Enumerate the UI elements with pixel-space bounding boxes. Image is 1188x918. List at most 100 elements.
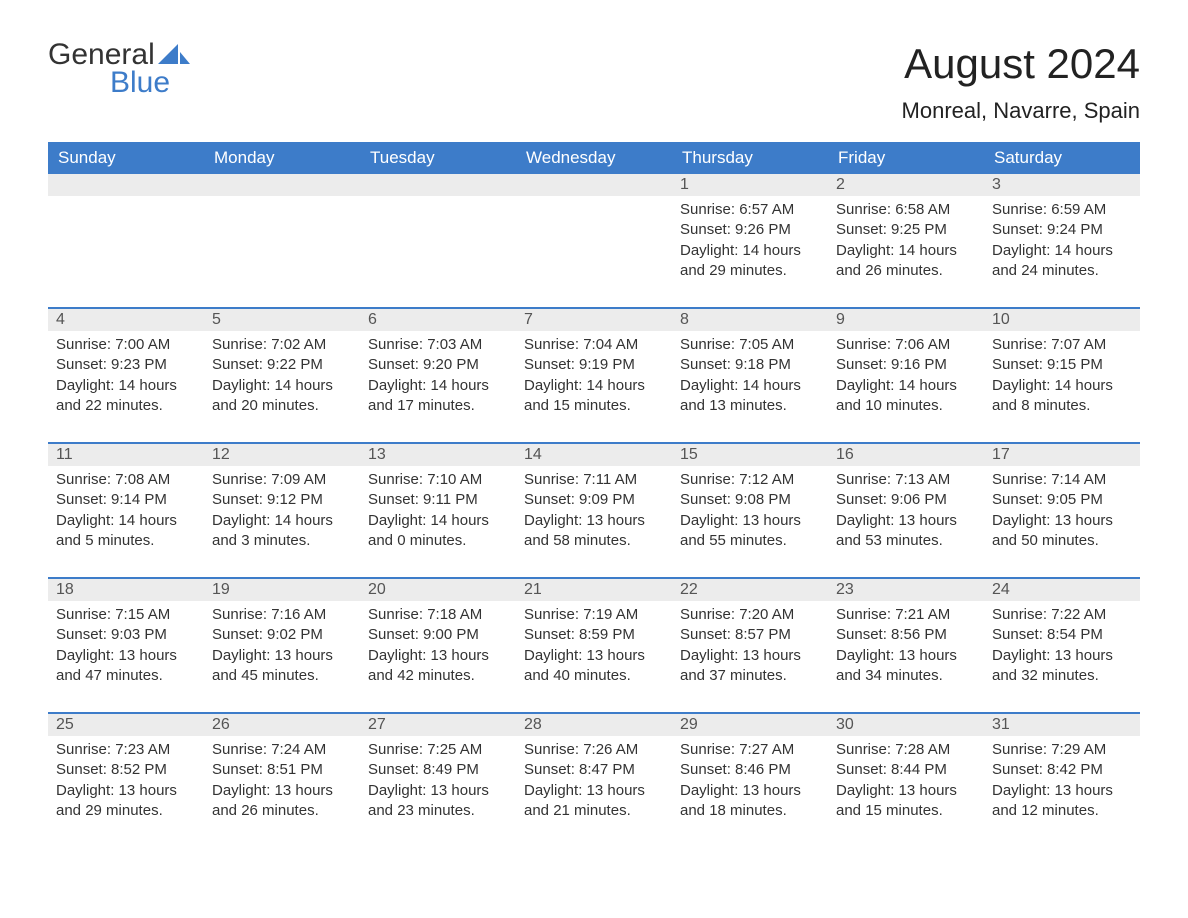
day-sunrise: Sunrise: 7:04 AM	[524, 335, 664, 355]
calendar-cell: 30Sunrise: 7:28 AMSunset: 8:44 PMDayligh…	[828, 712, 984, 847]
day-daylight: Daylight: 13 hours and 18 minutes.	[680, 781, 820, 822]
day-sunset: Sunset: 8:44 PM	[836, 760, 976, 780]
calendar-cell: 22Sunrise: 7:20 AMSunset: 8:57 PMDayligh…	[672, 577, 828, 712]
calendar-cell: 2Sunrise: 6:58 AMSunset: 9:25 PMDaylight…	[828, 174, 984, 307]
day-body: Sunrise: 7:28 AMSunset: 8:44 PMDaylight:…	[828, 736, 984, 847]
day-daylight: Daylight: 14 hours and 22 minutes.	[56, 376, 196, 417]
calendar-row: 25Sunrise: 7:23 AMSunset: 8:52 PMDayligh…	[48, 712, 1140, 847]
day-body: Sunrise: 7:07 AMSunset: 9:15 PMDaylight:…	[984, 331, 1140, 442]
day-sunrise: Sunrise: 7:24 AM	[212, 740, 352, 760]
day-body: Sunrise: 7:21 AMSunset: 8:56 PMDaylight:…	[828, 601, 984, 712]
calendar-body: 1Sunrise: 6:57 AMSunset: 9:26 PMDaylight…	[48, 174, 1140, 847]
day-daylight: Daylight: 13 hours and 26 minutes.	[212, 781, 352, 822]
day-sunrise: Sunrise: 7:05 AM	[680, 335, 820, 355]
day-sunrise: Sunrise: 6:58 AM	[836, 200, 976, 220]
day-body: Sunrise: 7:15 AMSunset: 9:03 PMDaylight:…	[48, 601, 204, 712]
day-number: 17	[984, 444, 1140, 466]
calendar-cell: 3Sunrise: 6:59 AMSunset: 9:24 PMDaylight…	[984, 174, 1140, 307]
day-daylight: Daylight: 13 hours and 42 minutes.	[368, 646, 508, 687]
day-sunrise: Sunrise: 7:14 AM	[992, 470, 1132, 490]
calendar-row: 18Sunrise: 7:15 AMSunset: 9:03 PMDayligh…	[48, 577, 1140, 712]
day-sunset: Sunset: 9:26 PM	[680, 220, 820, 240]
day-number-blank	[516, 174, 672, 196]
calendar-cell: 14Sunrise: 7:11 AMSunset: 9:09 PMDayligh…	[516, 442, 672, 577]
day-sunset: Sunset: 9:05 PM	[992, 490, 1132, 510]
day-body: Sunrise: 7:02 AMSunset: 9:22 PMDaylight:…	[204, 331, 360, 442]
day-daylight: Daylight: 13 hours and 34 minutes.	[836, 646, 976, 687]
calendar-cell: 26Sunrise: 7:24 AMSunset: 8:51 PMDayligh…	[204, 712, 360, 847]
calendar-cell	[204, 174, 360, 307]
day-body: Sunrise: 7:04 AMSunset: 9:19 PMDaylight:…	[516, 331, 672, 442]
day-daylight: Daylight: 14 hours and 13 minutes.	[680, 376, 820, 417]
calendar-cell: 28Sunrise: 7:26 AMSunset: 8:47 PMDayligh…	[516, 712, 672, 847]
day-sunrise: Sunrise: 7:12 AM	[680, 470, 820, 490]
day-number: 15	[672, 444, 828, 466]
title-block: August 2024 Monreal, Navarre, Spain	[902, 40, 1140, 124]
day-number: 6	[360, 309, 516, 331]
day-number-blank	[204, 174, 360, 196]
day-daylight: Daylight: 14 hours and 24 minutes.	[992, 241, 1132, 282]
day-body: Sunrise: 7:25 AMSunset: 8:49 PMDaylight:…	[360, 736, 516, 847]
location: Monreal, Navarre, Spain	[902, 98, 1140, 124]
day-body: Sunrise: 7:03 AMSunset: 9:20 PMDaylight:…	[360, 331, 516, 442]
day-number: 16	[828, 444, 984, 466]
calendar-cell: 24Sunrise: 7:22 AMSunset: 8:54 PMDayligh…	[984, 577, 1140, 712]
day-body: Sunrise: 7:14 AMSunset: 9:05 PMDaylight:…	[984, 466, 1140, 577]
day-body: Sunrise: 6:59 AMSunset: 9:24 PMDaylight:…	[984, 196, 1140, 307]
day-sunset: Sunset: 8:47 PM	[524, 760, 664, 780]
weekday-header: Sunday	[48, 142, 204, 174]
day-sunset: Sunset: 9:09 PM	[524, 490, 664, 510]
day-sunrise: Sunrise: 6:59 AM	[992, 200, 1132, 220]
day-sunset: Sunset: 8:51 PM	[212, 760, 352, 780]
day-sunrise: Sunrise: 7:20 AM	[680, 605, 820, 625]
day-body: Sunrise: 7:09 AMSunset: 9:12 PMDaylight:…	[204, 466, 360, 577]
day-body: Sunrise: 7:26 AMSunset: 8:47 PMDaylight:…	[516, 736, 672, 847]
weekday-header: Tuesday	[360, 142, 516, 174]
day-sunset: Sunset: 9:18 PM	[680, 355, 820, 375]
day-number: 27	[360, 714, 516, 736]
weekday-header: Thursday	[672, 142, 828, 174]
day-sunrise: Sunrise: 7:23 AM	[56, 740, 196, 760]
calendar-cell: 11Sunrise: 7:08 AMSunset: 9:14 PMDayligh…	[48, 442, 204, 577]
day-body: Sunrise: 7:10 AMSunset: 9:11 PMDaylight:…	[360, 466, 516, 577]
day-body: Sunrise: 7:00 AMSunset: 9:23 PMDaylight:…	[48, 331, 204, 442]
day-number: 25	[48, 714, 204, 736]
day-number: 19	[204, 579, 360, 601]
day-daylight: Daylight: 13 hours and 53 minutes.	[836, 511, 976, 552]
calendar-cell: 8Sunrise: 7:05 AMSunset: 9:18 PMDaylight…	[672, 307, 828, 442]
day-daylight: Daylight: 13 hours and 21 minutes.	[524, 781, 664, 822]
day-sunset: Sunset: 9:25 PM	[836, 220, 976, 240]
day-number: 14	[516, 444, 672, 466]
calendar-cell: 27Sunrise: 7:25 AMSunset: 8:49 PMDayligh…	[360, 712, 516, 847]
day-sunrise: Sunrise: 7:21 AM	[836, 605, 976, 625]
day-number: 24	[984, 579, 1140, 601]
day-daylight: Daylight: 14 hours and 10 minutes.	[836, 376, 976, 417]
day-body: Sunrise: 7:20 AMSunset: 8:57 PMDaylight:…	[672, 601, 828, 712]
day-daylight: Daylight: 13 hours and 32 minutes.	[992, 646, 1132, 687]
calendar-cell: 4Sunrise: 7:00 AMSunset: 9:23 PMDaylight…	[48, 307, 204, 442]
day-sunrise: Sunrise: 7:27 AM	[680, 740, 820, 760]
day-daylight: Daylight: 14 hours and 8 minutes.	[992, 376, 1132, 417]
day-sunrise: Sunrise: 7:28 AM	[836, 740, 976, 760]
calendar-cell: 23Sunrise: 7:21 AMSunset: 8:56 PMDayligh…	[828, 577, 984, 712]
calendar-cell: 12Sunrise: 7:09 AMSunset: 9:12 PMDayligh…	[204, 442, 360, 577]
day-sunset: Sunset: 9:11 PM	[368, 490, 508, 510]
day-sunrise: Sunrise: 7:29 AM	[992, 740, 1132, 760]
day-number: 23	[828, 579, 984, 601]
weekday-header: Monday	[204, 142, 360, 174]
calendar-row: 1Sunrise: 6:57 AMSunset: 9:26 PMDaylight…	[48, 174, 1140, 307]
day-daylight: Daylight: 13 hours and 37 minutes.	[680, 646, 820, 687]
day-daylight: Daylight: 13 hours and 47 minutes.	[56, 646, 196, 687]
day-sunset: Sunset: 9:15 PM	[992, 355, 1132, 375]
day-number: 9	[828, 309, 984, 331]
calendar-cell: 19Sunrise: 7:16 AMSunset: 9:02 PMDayligh…	[204, 577, 360, 712]
day-sunset: Sunset: 8:59 PM	[524, 625, 664, 645]
day-number: 5	[204, 309, 360, 331]
logo-text-bottom: Blue	[110, 68, 190, 98]
day-sunrise: Sunrise: 7:22 AM	[992, 605, 1132, 625]
calendar-cell: 16Sunrise: 7:13 AMSunset: 9:06 PMDayligh…	[828, 442, 984, 577]
calendar-cell	[360, 174, 516, 307]
day-sunset: Sunset: 9:19 PM	[524, 355, 664, 375]
day-sunrise: Sunrise: 7:16 AM	[212, 605, 352, 625]
calendar-row: 4Sunrise: 7:00 AMSunset: 9:23 PMDaylight…	[48, 307, 1140, 442]
